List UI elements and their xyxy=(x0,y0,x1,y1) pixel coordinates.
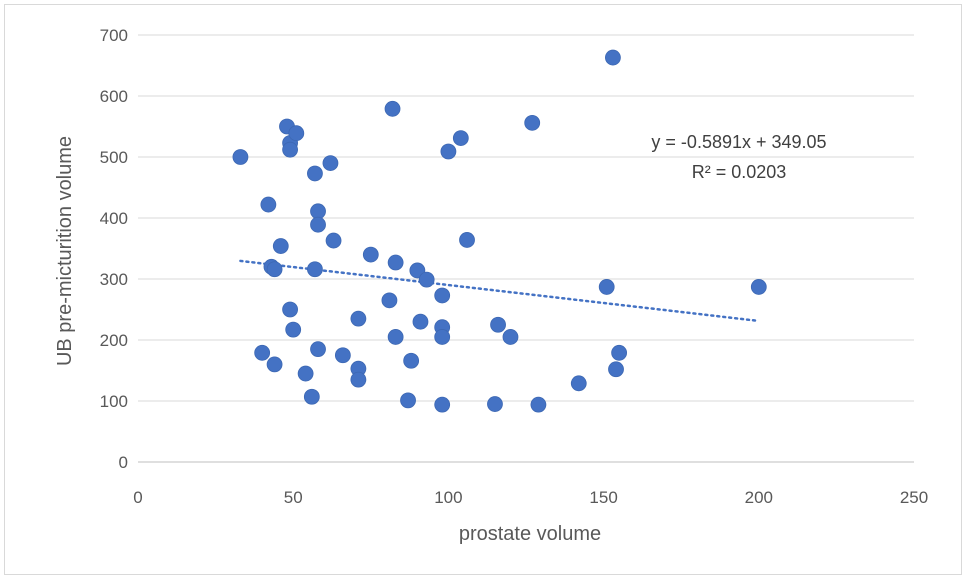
data-point-45 xyxy=(502,329,519,345)
data-point-27 xyxy=(381,292,398,309)
x-tick-200: 200 xyxy=(745,488,773,507)
data-point-16 xyxy=(307,261,323,278)
x-axis-title: prostate volume xyxy=(459,523,601,545)
data-point-22 xyxy=(334,347,351,364)
y-axis-title: UB pre-micturition volume xyxy=(54,136,76,366)
data-point-9 xyxy=(282,141,298,158)
y-tick-700: 700 xyxy=(100,26,128,45)
y-tick-100: 100 xyxy=(100,392,128,411)
data-point-36 xyxy=(434,287,451,304)
data-point-53 xyxy=(750,279,767,295)
data-point-18 xyxy=(310,216,326,233)
x-tick-250: 250 xyxy=(900,488,928,507)
data-point-15 xyxy=(307,165,323,182)
x-tick-150: 150 xyxy=(589,488,617,507)
data-point-47 xyxy=(530,396,547,413)
x-tick-50: 50 xyxy=(284,488,303,507)
data-point-5 xyxy=(266,356,283,373)
data-point-4 xyxy=(266,261,283,278)
data-point-32 xyxy=(403,352,420,369)
data-point-29 xyxy=(387,254,404,271)
data-point-1 xyxy=(254,344,271,361)
data-point-19 xyxy=(310,341,326,358)
data-point-35 xyxy=(418,271,435,288)
data-point-25 xyxy=(350,371,367,388)
y-tick-600: 600 xyxy=(100,87,128,106)
y-tick-labels: 0 100 200 300 400 500 600 700 xyxy=(100,26,128,472)
data-point-10 xyxy=(282,301,298,318)
data-point-6 xyxy=(272,238,289,254)
y-tick-400: 400 xyxy=(100,209,128,228)
data-point-21 xyxy=(325,232,342,249)
data-point-2 xyxy=(260,196,277,213)
trendline-equation: y = -0.5891x + 349.05 xyxy=(651,132,826,152)
x-tick-0: 0 xyxy=(133,488,142,507)
x-tick-labels: 0 50 100 150 200 250 xyxy=(133,488,928,507)
data-point-43 xyxy=(487,396,503,412)
data-point-46 xyxy=(524,114,541,131)
data-point-12 xyxy=(288,125,305,142)
data-point-28 xyxy=(384,100,401,117)
data-point-23 xyxy=(350,310,367,327)
data-point-0 xyxy=(232,149,249,165)
scatter-chart: 0 50 100 150 200 250 0 100 200 300 400 500 600 700 y… xyxy=(54,26,928,545)
gridlines xyxy=(138,34,914,463)
data-point-38 xyxy=(434,329,451,345)
r-squared-label: R² = 0.0203 xyxy=(692,162,787,182)
data-point-52 xyxy=(611,344,628,361)
data-point-14 xyxy=(303,388,320,405)
data-point-44 xyxy=(490,316,506,333)
data-point-41 xyxy=(452,130,469,146)
data-point-26 xyxy=(362,246,379,263)
data-point-39 xyxy=(434,396,451,413)
data-point-11 xyxy=(285,321,302,338)
data-point-17 xyxy=(310,203,326,220)
chart-area: 0 50 100 150 200 250 0 100 200 300 400 500 600 700 y… xyxy=(4,4,962,575)
data-point-30 xyxy=(387,329,404,345)
y-tick-500: 500 xyxy=(100,148,128,167)
y-tick-0: 0 xyxy=(119,453,128,472)
data-point-42 xyxy=(459,232,475,248)
x-tick-100: 100 xyxy=(434,488,462,507)
data-point-51 xyxy=(608,361,624,378)
data-point-50 xyxy=(605,49,621,66)
data-point-49 xyxy=(598,279,615,295)
data-point-13 xyxy=(297,365,314,382)
data-point-40 xyxy=(440,143,457,160)
data-point-20 xyxy=(322,155,339,172)
trendline xyxy=(239,259,761,323)
trendline-group xyxy=(239,259,761,323)
data-point-34 xyxy=(412,313,429,330)
data-points xyxy=(232,49,767,413)
y-tick-300: 300 xyxy=(100,270,128,289)
data-point-31 xyxy=(400,392,416,409)
data-point-48 xyxy=(570,375,587,392)
y-tick-200: 200 xyxy=(100,331,128,350)
